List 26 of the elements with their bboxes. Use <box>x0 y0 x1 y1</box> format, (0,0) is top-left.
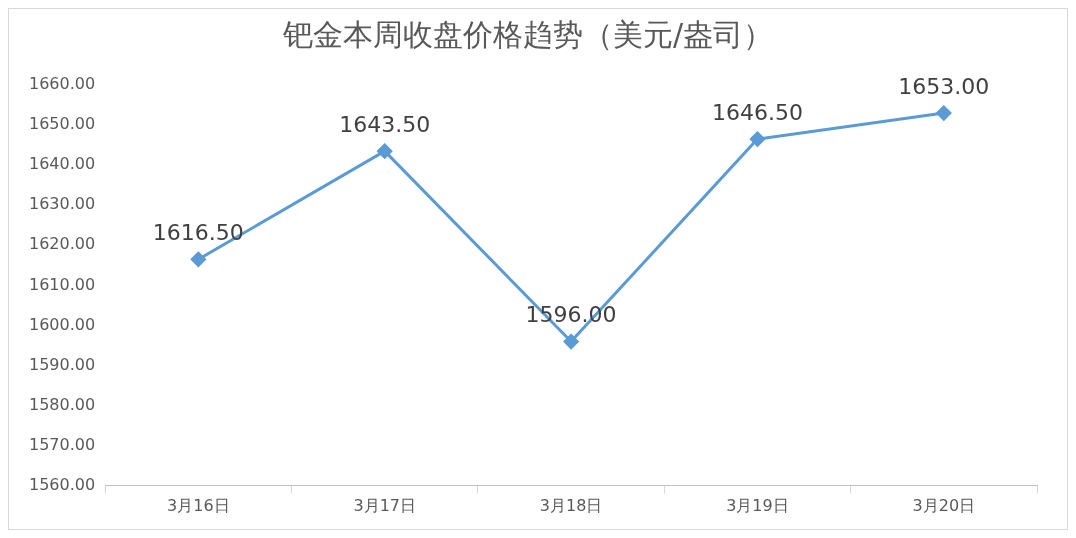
y-tick-label: 1620.00 <box>28 234 96 254</box>
data-label: 1616.50 <box>152 220 244 246</box>
y-tick-label: 1630.00 <box>28 194 96 214</box>
y-tick-label: 1660.00 <box>28 74 96 94</box>
data-label: 1643.50 <box>339 111 431 137</box>
point <box>749 131 765 147</box>
y-tick-label: 1600.00 <box>28 314 96 334</box>
point <box>936 105 952 121</box>
y-tick-label: 1650.00 <box>28 114 96 134</box>
data-label: 1653.00 <box>898 73 990 99</box>
data-label: 1646.50 <box>711 99 803 125</box>
y-tick-label: 1560.00 <box>28 474 96 494</box>
point <box>190 251 206 267</box>
x-tick-label: 3月16日 <box>167 495 230 515</box>
x-tick-label: 3月17日 <box>353 495 416 515</box>
y-tick-label: 1640.00 <box>28 154 96 174</box>
y-tick-label: 1590.00 <box>28 354 96 374</box>
y-tick-label: 1580.00 <box>28 394 96 414</box>
chart-title: 钯金本周收盘价格趋势（美元/盎司） <box>281 16 774 52</box>
y-tick-label: 1610.00 <box>28 274 96 294</box>
x-tick-label: 3月20日 <box>912 495 976 515</box>
x-tick-label: 3月18日 <box>539 495 603 515</box>
point <box>563 334 579 350</box>
point <box>377 143 393 159</box>
y-tick-label: 1570.00 <box>28 434 96 454</box>
x-tick-label: 3月19日 <box>726 495 789 515</box>
